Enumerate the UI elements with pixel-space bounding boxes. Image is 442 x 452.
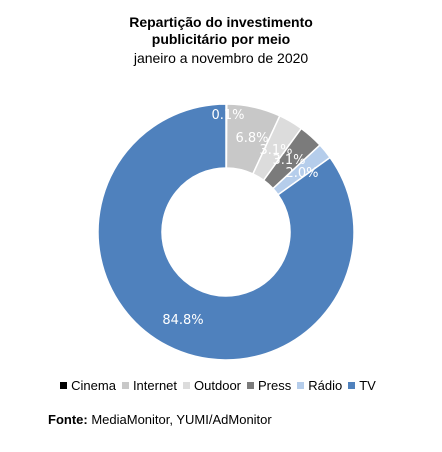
data-label-internet: 6.8% [235, 131, 268, 146]
data-label-tv: 84.8% [162, 313, 203, 328]
source-text: MediaMonitor, YUMI/AdMonitor [91, 412, 272, 427]
chart-title-line1: Repartição do investimento [129, 14, 313, 30]
legend-label: Rádio [308, 378, 343, 393]
data-label-press: 3.1% [272, 153, 305, 168]
slice-tv [97, 103, 355, 361]
legend-swatch [297, 382, 305, 389]
legend-swatch [183, 382, 191, 389]
legend-swatch [348, 382, 356, 389]
legend-item-tv: TV [348, 378, 376, 393]
source-label: Fonte: [48, 412, 88, 427]
chart-title: Repartição do investimento publicitário … [0, 14, 442, 48]
data-label-cinema: 0.1% [211, 108, 244, 123]
legend-item-internet: Internet [121, 378, 178, 393]
data-label-outdoor: 3.1% [259, 143, 292, 158]
legend-label: Internet [132, 378, 178, 393]
source-note: Fonte: MediaMonitor, YUMI/AdMonitor [48, 412, 272, 427]
legend-item-rádio: Rádio [297, 378, 342, 393]
chart-title-line2: publicitário por meio [151, 31, 291, 47]
legend-label: Press [258, 378, 292, 393]
legend-item-outdoor: Outdoor [183, 378, 241, 393]
legend-label: TV [359, 378, 376, 393]
legend-label: Cinema [71, 378, 116, 393]
legend-swatch [121, 382, 129, 389]
legend-item-press: Press [247, 378, 291, 393]
legend-item-cinema: Cinema [60, 378, 116, 393]
chart-legend: Cinema Internet Outdoor Press Rádio TV [0, 378, 442, 393]
chart-subtitle: janeiro a novembro de 2020 [133, 50, 309, 66]
legend-label: Outdoor [194, 378, 242, 393]
data-label-rádio: 2.0% [285, 166, 318, 181]
legend-swatch [247, 382, 255, 389]
legend-swatch [60, 382, 68, 389]
